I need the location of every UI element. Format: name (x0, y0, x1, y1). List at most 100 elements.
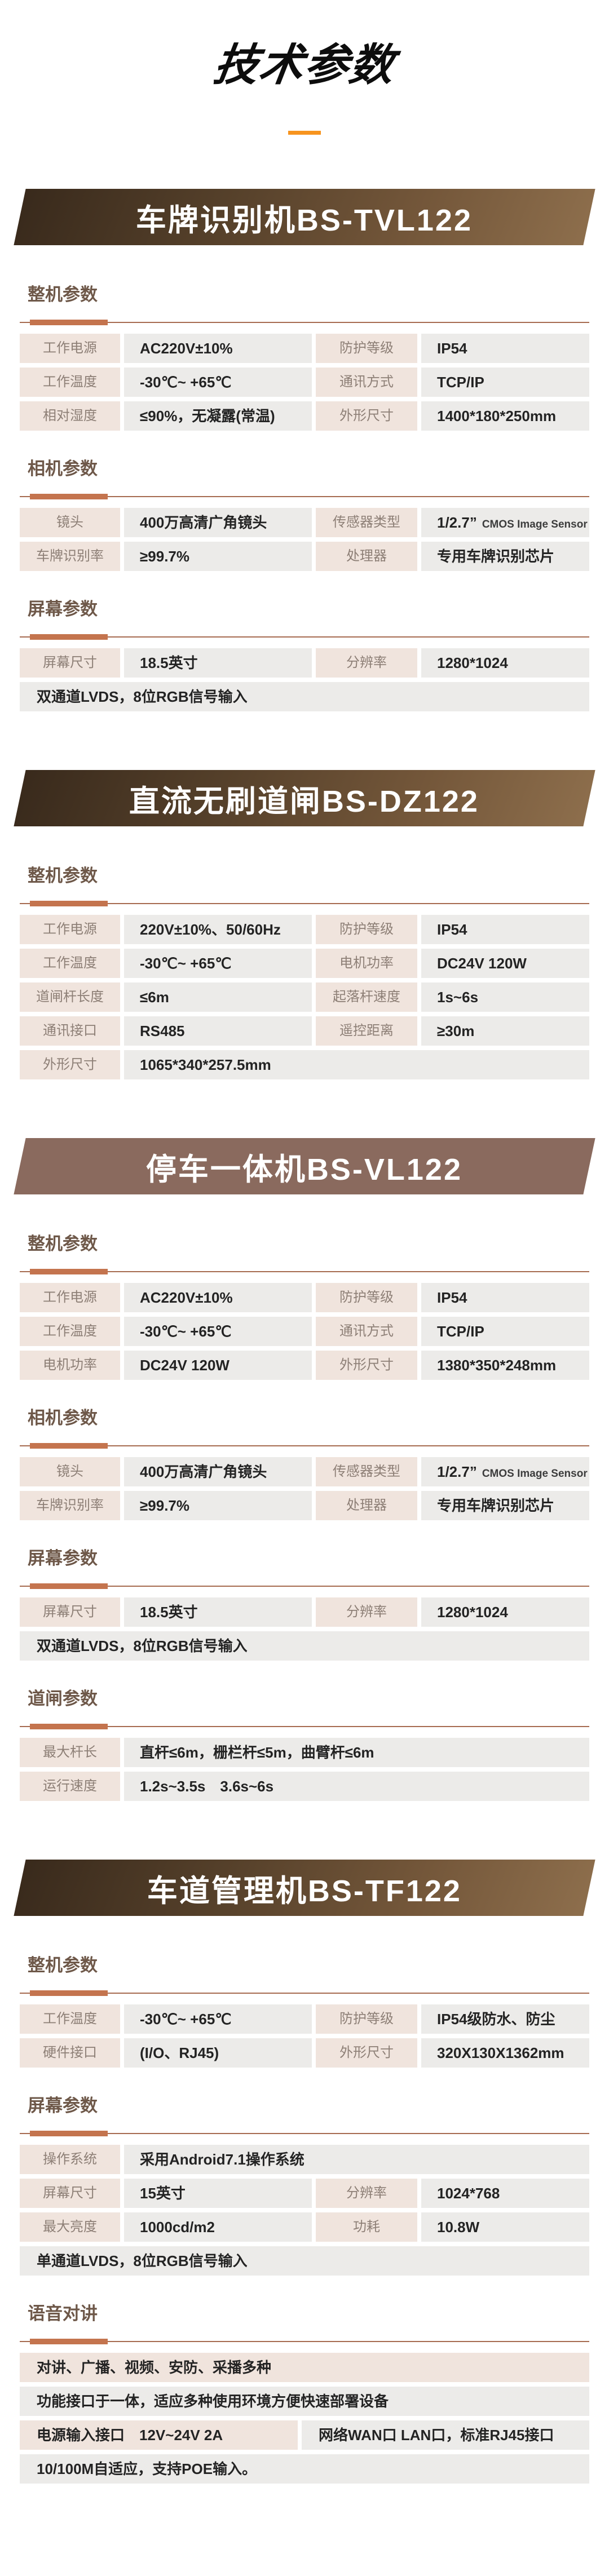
spec-section: 整机参数 工作电源 AC220V±10% 防护等级 IP54 工作温度 -30℃~ +65℃… (20, 1233, 589, 1380)
section-title: 道闸参数 (28, 1689, 98, 1709)
spec-label-cell: 通讯接口 (20, 1016, 120, 1046)
product-banner: 停车一体机BS-VL122 (14, 1138, 595, 1194)
spec-row: 屏幕尺寸 18.5英寸 分辨率 1280*1024 (20, 648, 589, 678)
spec-value: 1400*180*250mm (437, 408, 557, 424)
spec-value-cell: AC220V±10% (124, 1283, 312, 1312)
spec-value: 1000cd/m2 (140, 2219, 215, 2236)
spec-row: 工作温度 -30℃~ +65℃ 防护等级 IP54级防水、防尘 (20, 2004, 589, 2034)
section-title: 屏幕参数 (28, 599, 98, 619)
spec-value: 专用车牌识别芯片 (437, 548, 555, 565)
spec-label-cell: 外形尺寸 (316, 1351, 417, 1380)
spec-table: 工作电源 220V±10%、50/60Hz 防护等级 IP54 工作温度 -30℃~ +6… (20, 915, 589, 1079)
spec-value-cell: 1000cd/m2 (124, 2212, 312, 2242)
spec-value-cell: DC24V 120W (421, 949, 589, 978)
spec-full-cell: 双通道LVDS，8位RGB信号输入 (20, 682, 589, 711)
spec-label-cell: 传感器类型 (316, 1457, 417, 1486)
spec-value: 1024*768 (437, 2185, 500, 2202)
spec-full-cell: 10/100M自适应，支持POE输入。 (20, 2454, 589, 2484)
spec-value-cell: IP54 (421, 915, 589, 944)
spec-value: ≤6m (140, 989, 169, 1006)
spec-table: 屏幕尺寸 18.5英寸 分辨率 1280*1024 双通道LVDS，8位RGB信号输入 (20, 1597, 589, 1661)
spec-value: IP54级防水、防尘 (437, 2011, 555, 2028)
spec-value-cell: 1s~6s (421, 982, 589, 1012)
spec-value: AC220V±10% (140, 340, 233, 357)
spec-row: 最大杆长 直杆≤6m，栅栏杆≤5m，曲臂杆≤6m (20, 1738, 589, 1767)
spec-value: AC220V±10% (140, 1289, 233, 1306)
spec-value-cell: ≥99.7% (124, 542, 312, 571)
product-banner: 直流无刷道闸BS-DZ122 (14, 770, 595, 826)
spec-label-cell: 车牌识别率 (20, 542, 120, 571)
spec-label-cell: 防护等级 (316, 1283, 417, 1312)
divider-accent-bar (30, 1583, 108, 1589)
spec-label-cell: 外形尺寸 (316, 2038, 417, 2068)
spec-value-cell: (I/O、RJ45) (124, 2038, 312, 2068)
spec-row: 工作温度 -30℃~ +65℃ 通讯方式 TCP/IP (20, 368, 589, 397)
spec-half-cell: 电源输入接口 12V~24V 2A (20, 2420, 298, 2450)
spec-value: 18.5英寸 (140, 654, 198, 671)
spec-value-cell: 1065*340*257.5mm (124, 1050, 589, 1079)
spec-value: -30℃~ +65℃ (140, 955, 232, 972)
spec-label-cell: 电机功率 (316, 949, 417, 978)
spec-value: ≥99.7% (140, 548, 189, 565)
spec-full-cell: 功能接口于一体，适应多种使用环境方便快速部署设备 (20, 2387, 589, 2416)
spec-full-cell: 双通道LVDS，8位RGB信号输入 (20, 1631, 589, 1661)
spec-value: IP54 (437, 1289, 467, 1306)
spec-value: RS485 (140, 1023, 185, 1039)
spec-value: ≤90%，无凝露(常温) (140, 408, 275, 424)
spec-value: 10.8W (437, 2219, 480, 2236)
spec-label-cell: 外形尺寸 (316, 401, 417, 431)
spec-value-cell: 320X130X1362mm (421, 2038, 589, 2068)
spec-value: (I/O、RJ45) (140, 2044, 219, 2061)
spec-value-cell: ≤6m (124, 982, 312, 1012)
spec-value: IP54 (437, 921, 467, 938)
spec-label-cell: 功耗 (316, 2212, 417, 2242)
spec-value: 1/2.7” (437, 514, 477, 531)
spec-value-cell: IP54 (421, 334, 589, 363)
spec-label-cell: 分辨率 (316, 648, 417, 678)
spec-value-cell: 220V±10%、50/60Hz (124, 915, 312, 944)
spec-row: 操作系统 采用Android7.1操作系统 (20, 2145, 589, 2174)
spec-row: 双通道LVDS，8位RGB信号输入 (20, 682, 589, 711)
section-divider (20, 2339, 589, 2344)
spec-row: 对讲、广播、视频、安防、采播多种 (20, 2353, 589, 2382)
spec-row: 工作电源 AC220V±10% 防护等级 IP54 (20, 1283, 589, 1312)
spec-label-cell: 工作温度 (20, 1317, 120, 1346)
section-divider (20, 1724, 589, 1729)
spec-value: 400万高清广角镜头 (140, 1463, 267, 1480)
spec-value: IP54 (437, 340, 467, 357)
spec-value: ≥99.7% (140, 1497, 189, 1514)
spec-value-cell: 1.2s~3.5s 3.6s~6s (124, 1772, 589, 1801)
spec-value-cell: ≥30m (421, 1016, 589, 1046)
spec-label-cell: 镜头 (20, 1457, 120, 1486)
spec-value: DC24V 120W (140, 1357, 230, 1374)
divider-accent-bar (30, 2339, 108, 2344)
spec-label-cell: 工作温度 (20, 2004, 120, 2034)
section-divider (20, 1269, 589, 1274)
spec-value-note: CMOS Image Sensor (482, 1468, 588, 1480)
spec-row: 通讯接口 RS485 遥控距离 ≥30m (20, 1016, 589, 1046)
spec-full-cell: 对讲、广播、视频、安防、采播多种 (20, 2353, 589, 2382)
spec-row: 屏幕尺寸 18.5英寸 分辨率 1280*1024 (20, 1597, 589, 1627)
product-block: 直流无刷道闸BS-DZ122 整机参数 工作电源 220V±10%、50/60Hz 防护… (0, 770, 609, 1079)
spec-label-cell: 屏幕尺寸 (20, 1597, 120, 1627)
spec-value: 1280*1024 (437, 654, 508, 671)
section-divider (20, 901, 589, 906)
spec-value-cell: 1380*350*248mm (421, 1351, 589, 1380)
section-title: 相机参数 (28, 1408, 98, 1428)
spec-value-cell: 10.8W (421, 2212, 589, 2242)
spec-value-cell: TCP/IP (421, 1317, 589, 1346)
spec-label-cell: 操作系统 (20, 2145, 120, 2174)
section-title: 整机参数 (28, 1234, 98, 1254)
spec-section: 屏幕参数 屏幕尺寸 18.5英寸 分辨率 1280*1024 双通道LVDS，8位RGB信… (20, 598, 589, 711)
spec-row: 10/100M自适应，支持POE输入。 (20, 2454, 589, 2484)
spec-label-cell: 最大亮度 (20, 2212, 120, 2242)
spec-label-cell: 工作温度 (20, 949, 120, 978)
spec-value: 专用车牌识别芯片 (437, 1497, 555, 1514)
spec-label-cell: 传感器类型 (316, 508, 417, 537)
product-block: 车牌识别机BS-TVL122 整机参数 工作电源 AC220V±10% 防护等级 IP54… (0, 189, 609, 711)
spec-value-cell: 400万高清广角镜头 (124, 1457, 312, 1486)
spec-section: 整机参数 工作电源 AC220V±10% 防护等级 IP54 工作温度 -30℃~ +65℃… (20, 284, 589, 431)
spec-row: 工作温度 -30℃~ +65℃ 电机功率 DC24V 120W (20, 949, 589, 978)
spec-label-cell: 防护等级 (316, 2004, 417, 2034)
spec-value-note: CMOS Image Sensor (482, 519, 588, 530)
